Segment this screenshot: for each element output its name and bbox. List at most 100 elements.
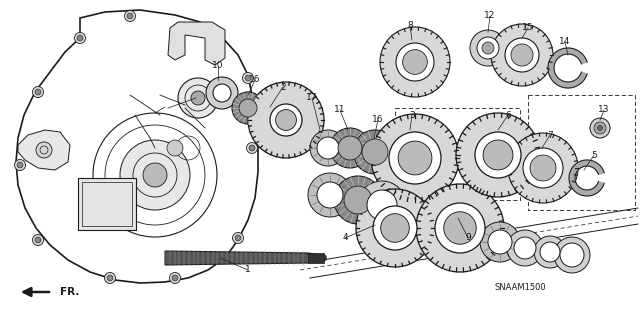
Circle shape (249, 145, 255, 151)
Text: 16: 16 (249, 76, 260, 85)
Circle shape (235, 235, 241, 241)
Circle shape (523, 148, 563, 188)
Text: 1: 1 (245, 265, 251, 275)
Circle shape (15, 160, 26, 170)
Circle shape (243, 72, 253, 84)
Circle shape (276, 110, 296, 130)
Circle shape (560, 243, 584, 267)
Text: 15: 15 (522, 24, 534, 33)
Circle shape (403, 50, 428, 74)
Circle shape (530, 155, 556, 181)
Circle shape (232, 92, 264, 124)
Circle shape (344, 186, 372, 214)
Circle shape (107, 275, 113, 281)
Circle shape (505, 38, 539, 72)
Circle shape (477, 37, 499, 59)
Circle shape (310, 130, 346, 166)
Circle shape (338, 136, 362, 160)
Circle shape (367, 190, 397, 220)
Circle shape (143, 163, 167, 187)
Circle shape (456, 113, 540, 197)
Circle shape (178, 78, 218, 118)
Circle shape (245, 75, 251, 81)
Text: SNAAM1500: SNAAM1500 (494, 283, 546, 292)
Circle shape (416, 184, 504, 272)
Circle shape (246, 143, 257, 153)
Polygon shape (548, 48, 587, 88)
Text: 12: 12 (484, 11, 496, 20)
Circle shape (381, 214, 410, 242)
Circle shape (120, 140, 190, 210)
Circle shape (396, 43, 434, 81)
Circle shape (598, 125, 602, 130)
Circle shape (248, 82, 324, 158)
Circle shape (554, 237, 590, 273)
Circle shape (358, 181, 406, 229)
Bar (308, 253, 324, 263)
Polygon shape (569, 160, 604, 196)
Circle shape (206, 77, 238, 109)
Circle shape (317, 182, 343, 208)
Circle shape (334, 176, 382, 224)
Circle shape (191, 91, 205, 105)
Text: 8: 8 (407, 21, 413, 31)
Text: FR.: FR. (60, 287, 79, 297)
Text: 13: 13 (598, 106, 610, 115)
Text: 6: 6 (505, 110, 511, 120)
Circle shape (362, 139, 388, 165)
Text: 2: 2 (280, 83, 286, 92)
Circle shape (435, 203, 485, 253)
Circle shape (590, 118, 610, 138)
Circle shape (398, 141, 432, 175)
Text: 10: 10 (212, 62, 224, 70)
Circle shape (330, 128, 370, 168)
Text: 3: 3 (409, 110, 415, 120)
Circle shape (170, 272, 180, 284)
Circle shape (356, 189, 434, 267)
Polygon shape (165, 251, 326, 265)
Circle shape (389, 132, 441, 184)
Circle shape (17, 162, 23, 168)
Circle shape (470, 30, 506, 66)
Circle shape (125, 11, 136, 21)
Text: 14: 14 (559, 38, 571, 47)
Circle shape (33, 234, 44, 246)
Circle shape (540, 242, 560, 262)
Circle shape (127, 13, 133, 19)
Circle shape (77, 35, 83, 41)
Circle shape (444, 212, 476, 244)
Circle shape (534, 236, 566, 268)
Bar (78, 178, 136, 230)
Circle shape (491, 24, 553, 86)
Circle shape (371, 114, 459, 202)
Circle shape (514, 237, 536, 259)
Circle shape (482, 42, 494, 54)
Circle shape (317, 137, 339, 159)
Polygon shape (18, 130, 70, 170)
Circle shape (213, 84, 231, 102)
Text: 9: 9 (465, 234, 471, 242)
Circle shape (475, 132, 521, 178)
Text: 11: 11 (334, 106, 346, 115)
Circle shape (373, 206, 417, 250)
Circle shape (594, 122, 606, 134)
Text: 17: 17 (307, 93, 317, 102)
Circle shape (207, 25, 213, 31)
Circle shape (270, 104, 302, 136)
Text: 4: 4 (342, 234, 348, 242)
Circle shape (35, 237, 41, 243)
Polygon shape (16, 10, 258, 283)
Circle shape (36, 142, 52, 158)
Circle shape (167, 140, 183, 156)
Circle shape (205, 23, 216, 33)
Circle shape (353, 130, 397, 174)
Circle shape (511, 44, 533, 66)
Circle shape (35, 89, 41, 95)
Circle shape (74, 33, 86, 43)
Circle shape (480, 222, 520, 262)
Circle shape (239, 99, 257, 117)
Text: 16: 16 (372, 115, 384, 124)
Circle shape (508, 133, 578, 203)
Circle shape (232, 233, 243, 243)
Text: 7: 7 (547, 130, 553, 139)
